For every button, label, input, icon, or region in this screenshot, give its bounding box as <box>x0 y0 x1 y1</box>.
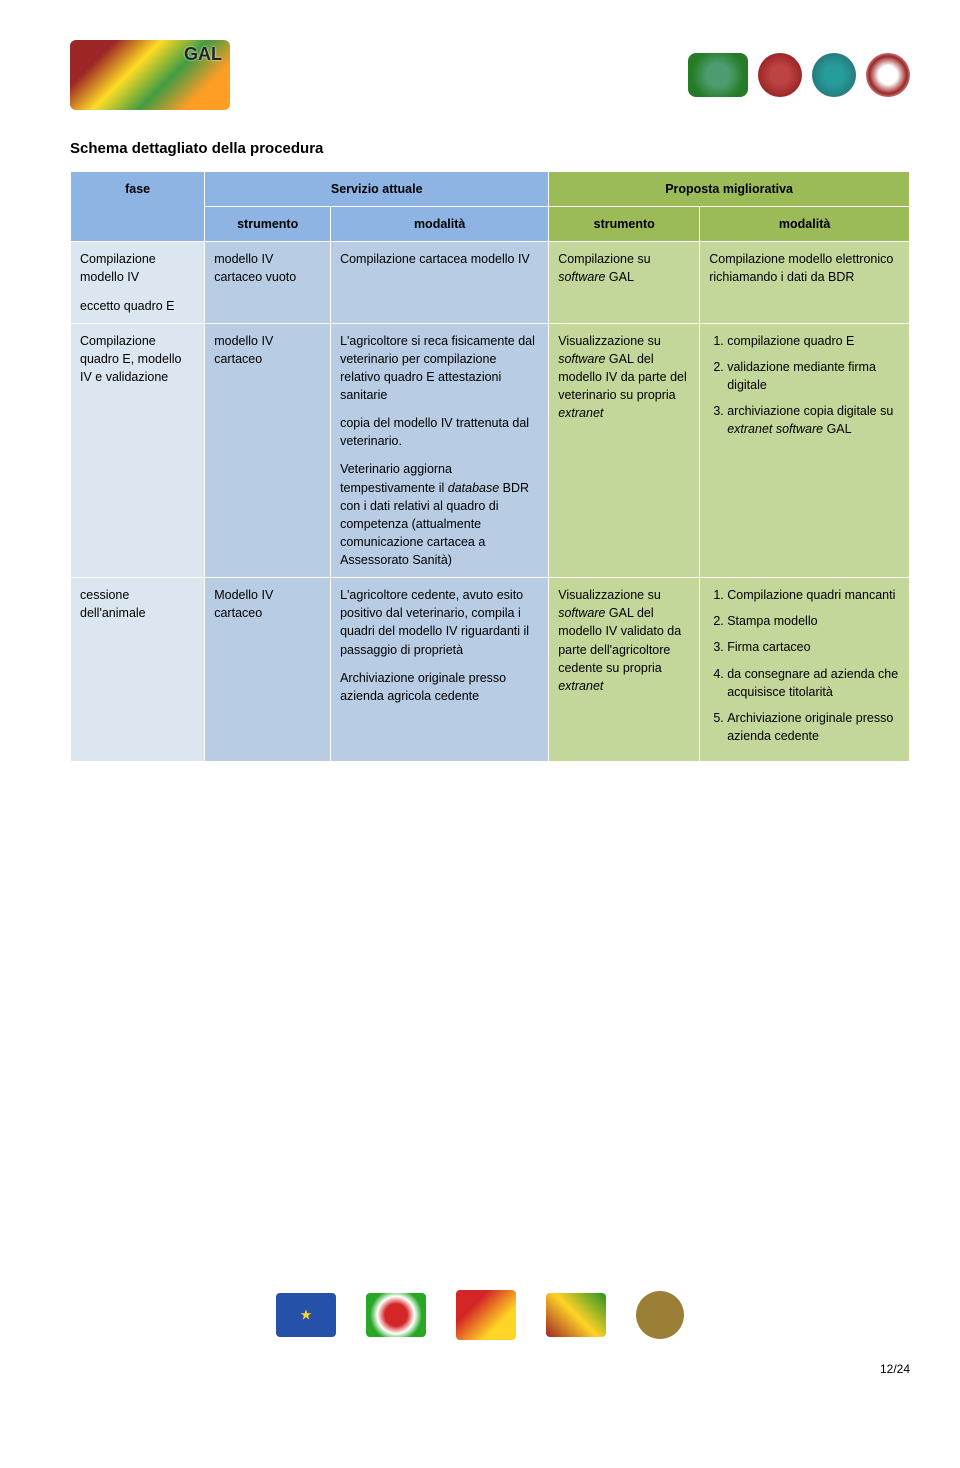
cell-strumento-a: modello IV cartaceo vuoto <box>205 242 331 323</box>
col-strumento-b: strumento <box>549 207 700 242</box>
cell-modalita-b: Compilazione quadri mancanti Stampa mode… <box>700 578 910 762</box>
fase-extra-text: eccetto quadro E <box>80 297 195 315</box>
cell-fase: Compilazione quadro E, modello IV e vali… <box>71 323 205 578</box>
cell-modalita-a: Compilazione cartacea modello IV <box>331 242 549 323</box>
table-row: Compilazione quadro E, modello IV e vali… <box>71 323 910 578</box>
cell-strumento-b: Visualizzazione su software GAL del mode… <box>549 578 700 762</box>
psr-logo <box>546 1293 606 1337</box>
cell-strumento-a: Modello IV cartaceo <box>205 578 331 762</box>
list-item: Compilazione quadri mancanti <box>727 586 900 604</box>
monte-cervino-logo <box>758 53 802 97</box>
list-item: Firma cartaceo <box>727 638 900 656</box>
modalita-p1: L'agricoltore cedente, avuto esito posit… <box>340 586 539 659</box>
partner-logo-3 <box>812 53 856 97</box>
procedure-table: fase Servizio attuale Proposta migliorat… <box>70 171 910 762</box>
list-item: compilazione quadro E <box>727 332 900 350</box>
leader-logo <box>636 1291 684 1339</box>
list-item: archiviazione copia digitale su extranet… <box>727 402 900 438</box>
col-proposta-header: Proposta migliorativa <box>549 172 910 207</box>
table-row: cessione dell'animale Modello IV cartace… <box>71 578 910 762</box>
modalita-p3: Veterinario aggiorna tempestivamente il … <box>340 460 539 569</box>
partner-logos <box>688 53 910 97</box>
footer-logos <box>0 1290 960 1340</box>
fase-text: Compilazione modello IV <box>80 252 156 284</box>
list-item: Stampa modello <box>727 612 900 630</box>
evancon-logo <box>688 53 748 97</box>
col-modalita-a: modalità <box>331 207 549 242</box>
cell-modalita-b: compilazione quadro E validazione median… <box>700 323 910 578</box>
modalita-b-list: compilazione quadro E validazione median… <box>709 332 900 439</box>
section-title: Schema dettagliato della procedura <box>70 140 910 157</box>
modalita-b-list: Compilazione quadri mancanti Stampa mode… <box>709 586 900 745</box>
list-item: Archiviazione originale presso azienda c… <box>727 709 900 745</box>
vda-region-logo <box>456 1290 516 1340</box>
cell-strumento-a: modello IV cartaceo <box>205 323 331 578</box>
table-header-row-1: fase Servizio attuale Proposta migliorat… <box>71 172 910 207</box>
modalita-p2: copia del modello IV trattenuta dal vete… <box>340 414 539 450</box>
gal-logo <box>70 40 230 110</box>
eu-flag-logo <box>276 1293 336 1337</box>
cell-fase: cessione dell'animale <box>71 578 205 762</box>
list-item: da consegnare ad azienda che acquisisce … <box>727 665 900 701</box>
col-fase-header: fase <box>71 172 205 242</box>
cell-modalita-b: Compilazione modello elettronico richiam… <box>700 242 910 323</box>
page-number: 12/24 <box>880 1362 910 1376</box>
col-strumento-a: strumento <box>205 207 331 242</box>
cell-strumento-b: Visualizzazione su software GAL del mode… <box>549 323 700 578</box>
cell-modalita-a: L'agricoltore cedente, avuto esito posit… <box>331 578 549 762</box>
software-text: Compilazione su software GAL <box>558 252 650 284</box>
page-container: Schema dettagliato della procedura fase … <box>0 0 960 1400</box>
cell-fase: Compilazione modello IV eccetto quadro E <box>71 242 205 323</box>
modalita-p1: L'agricoltore si reca fisicamente dal ve… <box>340 332 539 405</box>
italy-emblem-logo <box>366 1293 426 1337</box>
modalita-p2: Archiviazione originale presso azienda a… <box>340 669 539 705</box>
table-row: Compilazione modello IV eccetto quadro E… <box>71 242 910 323</box>
list-item: validazione mediante firma digitale <box>727 358 900 394</box>
partner-logo-4 <box>866 53 910 97</box>
cell-strumento-b: Compilazione su software GAL <box>549 242 700 323</box>
col-servizio-header: Servizio attuale <box>205 172 549 207</box>
col-modalita-b: modalità <box>700 207 910 242</box>
header-logos <box>70 40 910 110</box>
cell-modalita-a: L'agricoltore si reca fisicamente dal ve… <box>331 323 549 578</box>
